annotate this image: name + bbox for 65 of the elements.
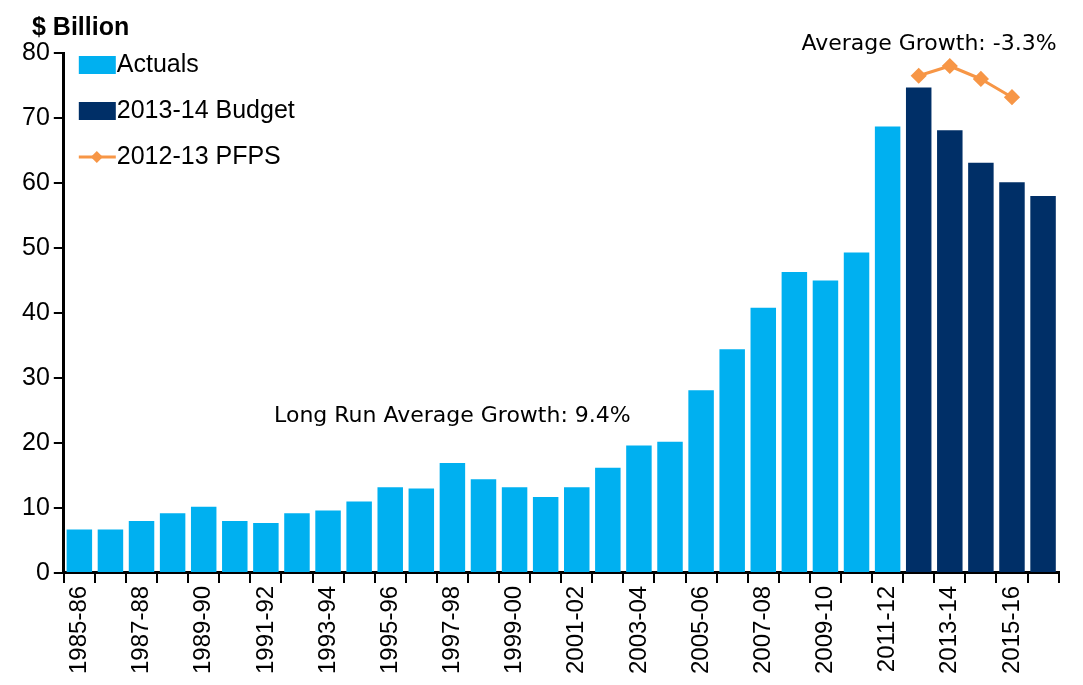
- point: [942, 58, 958, 74]
- bar: [843, 252, 870, 572]
- x-tick-label: 1995-96: [374, 585, 402, 674]
- y-tick-label: 60: [22, 166, 50, 195]
- bar: [937, 130, 963, 572]
- bar: [750, 307, 777, 572]
- bar: [874, 126, 901, 572]
- x-tick-label: 1985-86: [63, 585, 91, 674]
- bar: [812, 280, 839, 572]
- y-tick-label: 20: [22, 426, 50, 455]
- bar: [688, 390, 714, 572]
- point: [1004, 89, 1020, 105]
- x-tick-label: 2007-08: [747, 585, 775, 674]
- bar: [159, 513, 186, 572]
- bar: [781, 272, 808, 572]
- y-tick-label: 50: [22, 231, 50, 260]
- x-tick-label: 1993-94: [312, 585, 340, 674]
- x-tick-label: 2013-14: [934, 585, 962, 674]
- bar: [346, 501, 372, 572]
- bar: [190, 506, 217, 572]
- bar: [253, 522, 279, 572]
- x-tick-label: 2005-06: [685, 585, 713, 674]
- y-tick-label: 30: [22, 361, 50, 390]
- legend-label: Actuals: [116, 48, 199, 77]
- x-tick-label: 2003-04: [623, 585, 651, 674]
- bar: [626, 445, 652, 572]
- bar: [968, 162, 994, 572]
- bar: [408, 488, 435, 572]
- point: [973, 71, 989, 87]
- bar: [315, 510, 341, 572]
- bar: [66, 529, 93, 572]
- bar: [439, 463, 466, 572]
- bar: [905, 87, 932, 572]
- x-tick-label: 2011-12: [872, 585, 900, 673]
- legend-label: 2013-14 Budget: [116, 94, 295, 123]
- x-tick-label: 2009-10: [810, 585, 838, 674]
- point: [911, 68, 927, 84]
- bar: [595, 467, 621, 572]
- y-tick-label: 10: [22, 491, 50, 520]
- y-tick-label: 70: [22, 101, 50, 130]
- bar: [470, 479, 497, 572]
- legend-label: 2012-13 PFPS: [116, 140, 281, 169]
- bar: [1030, 195, 1056, 572]
- bar: [284, 513, 310, 572]
- bar: [532, 496, 559, 572]
- x-tick-label: 1987-88: [126, 585, 154, 674]
- x-tick-label: 2015-16: [996, 585, 1024, 674]
- annotation: Long Run Average Growth: 9.4%: [274, 402, 631, 428]
- x-tick-label: 1997-98: [437, 585, 465, 674]
- x-tick-label: 1991-92: [250, 585, 278, 674]
- bar: [564, 487, 590, 572]
- y-tick-label: 40: [22, 296, 50, 325]
- bar: [657, 441, 683, 572]
- bar: [97, 529, 124, 572]
- bar: [128, 520, 155, 572]
- bar: [719, 349, 745, 572]
- x-tick-label: 1989-90: [188, 585, 216, 674]
- annotation: Average Growth: -3.3%: [801, 29, 1057, 55]
- bar: [377, 487, 403, 572]
- y-tick-label: 0: [35, 556, 50, 585]
- x-tick-label: 2001-02: [561, 585, 589, 674]
- bar: [501, 487, 528, 572]
- bar: [999, 182, 1025, 572]
- x-tick-label: 1999-00: [499, 585, 527, 674]
- bar: [222, 520, 248, 572]
